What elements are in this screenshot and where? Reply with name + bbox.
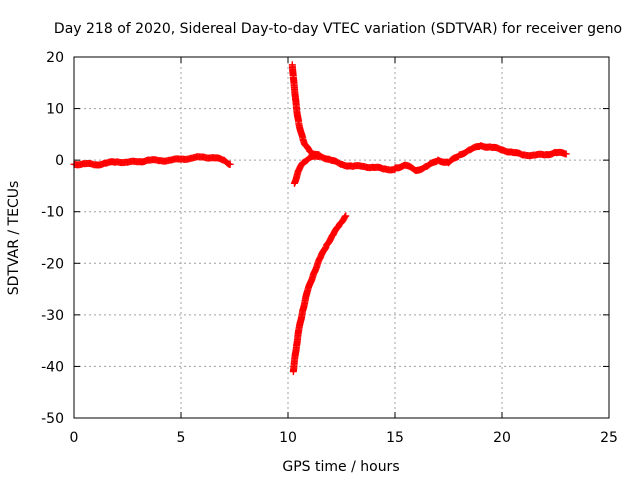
data-series: [70, 153, 234, 169]
x-axis-label: GPS time / hours: [282, 459, 399, 475]
data-series: [288, 61, 324, 160]
y-tick-label: -20: [41, 256, 64, 272]
y-axis-ticks: -50 -40 -30 -20 -10 0 10 20: [41, 50, 609, 427]
y-tick-label: 0: [55, 153, 64, 169]
x-tick-label: 15: [386, 430, 404, 446]
y-tick-label: -50: [41, 411, 64, 427]
data-point: [342, 212, 350, 220]
data-point: [562, 150, 570, 158]
x-axis-ticks: 0 5 10 15 20 25: [70, 57, 618, 446]
x-tick-label: 20: [493, 430, 511, 446]
data-series: [290, 152, 399, 187]
chart-title: Day 218 of 2020, Sidereal Day-to-day VTE…: [54, 21, 622, 37]
x-tick-label: 5: [177, 430, 186, 446]
y-tick-label: 20: [46, 50, 64, 66]
y-axis-label: SDTVAR / TECUs: [6, 181, 22, 296]
y-tick-label: 10: [46, 102, 64, 118]
x-tick-label: 25: [600, 430, 618, 446]
data-points: [70, 61, 570, 376]
data-series: [289, 212, 350, 376]
x-tick-label: 0: [70, 430, 79, 446]
data-point: [226, 160, 234, 168]
plot-frame: [73, 56, 610, 419]
y-tick-label: -30: [41, 308, 64, 324]
x-tick-label: 10: [279, 430, 297, 446]
grid: [74, 57, 609, 418]
y-tick-label: -40: [41, 359, 64, 375]
data-series: [391, 142, 570, 174]
y-tick-label: -10: [41, 205, 64, 221]
